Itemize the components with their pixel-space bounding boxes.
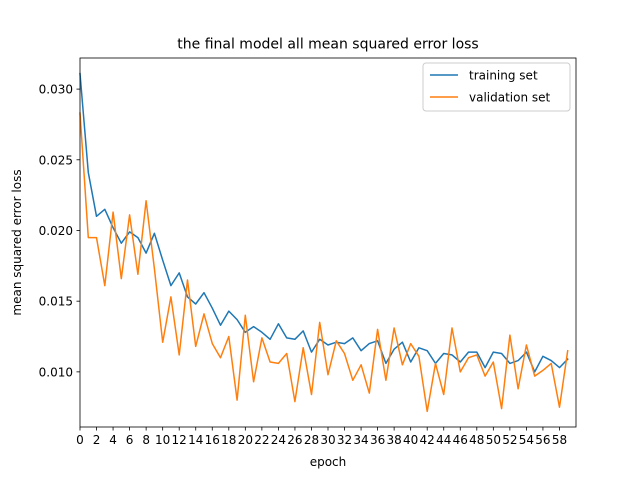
- x-tick-label: 18: [221, 433, 236, 447]
- x-tick-label: 46: [453, 433, 468, 447]
- x-tick-label: 40: [403, 433, 418, 447]
- y-tick-label: 0.020: [39, 224, 73, 238]
- x-tick-label: 28: [304, 433, 319, 447]
- plot-area: [79, 72, 569, 413]
- chart-title: the final model all mean squared error l…: [177, 37, 478, 53]
- x-tick-label: 38: [386, 433, 401, 447]
- y-axis-label: mean squared error loss: [10, 169, 24, 315]
- legend: training set validation set: [422, 62, 571, 112]
- x-tick-label: 44: [436, 433, 451, 447]
- x-tick-label: 6: [126, 433, 134, 447]
- x-tick-label: 2: [93, 433, 101, 447]
- x-tick-label: 32: [337, 433, 352, 447]
- y-tick-label: 0.010: [39, 365, 73, 379]
- x-tick-label: 24: [271, 433, 286, 447]
- legend-label-validation: validation set: [469, 91, 551, 105]
- x-tick-label: 26: [287, 433, 302, 447]
- x-tick-label: 56: [535, 433, 550, 447]
- x-tick-label: 4: [109, 433, 117, 447]
- x-tick-label: 22: [254, 433, 269, 447]
- series-line-training: [79, 72, 569, 373]
- x-tick-label: 58: [552, 433, 567, 447]
- y-tick-label: 0.030: [39, 83, 73, 97]
- x-tick-label: 20: [238, 433, 253, 447]
- x-tick-label: 48: [469, 433, 484, 447]
- y-axis: 0.010 0.015 0.020 0.025 0.030: [39, 83, 80, 379]
- x-axis-label: epoch: [310, 455, 347, 469]
- x-tick-label: 30: [320, 433, 335, 447]
- x-tick-label: 50: [486, 433, 501, 447]
- legend-frame: [422, 62, 571, 112]
- y-tick-label: 0.025: [39, 153, 73, 167]
- x-tick-label: 0: [76, 433, 84, 447]
- x-tick-label: 12: [172, 433, 187, 447]
- legend-label-training: training set: [469, 69, 538, 83]
- x-axis: 0 2 4 6 8 10 12 14 16 18 20 22 24 26 28 30 32 34 36 38 40 42 4…: [76, 427, 567, 447]
- x-tick-label: 14: [188, 433, 203, 447]
- x-tick-label: 10: [155, 433, 170, 447]
- x-tick-label: 36: [370, 433, 385, 447]
- y-tick-label: 0.015: [39, 295, 73, 309]
- x-tick-label: 16: [205, 433, 220, 447]
- series-line-validation: [79, 112, 569, 413]
- x-tick-label: 34: [353, 433, 368, 447]
- x-tick-label: 52: [502, 433, 517, 447]
- x-tick-label: 42: [420, 433, 435, 447]
- x-tick-label: 8: [142, 433, 150, 447]
- x-tick-label: 54: [519, 433, 534, 447]
